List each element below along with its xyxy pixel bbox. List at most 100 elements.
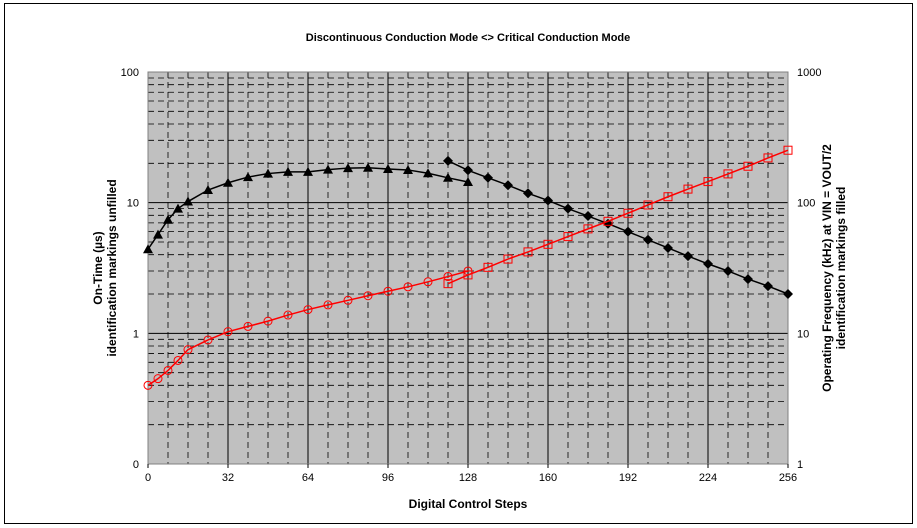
data-point-diamond bbox=[543, 195, 553, 206]
data-point-square bbox=[563, 232, 573, 242]
data-point-diamond bbox=[723, 265, 733, 276]
data-point-triangle bbox=[223, 177, 233, 187]
data-point-square bbox=[703, 177, 713, 187]
data-point-circle bbox=[263, 316, 273, 326]
series-line bbox=[447, 149, 789, 285]
data-point-triangle bbox=[143, 244, 153, 254]
data-point-triangle bbox=[383, 163, 393, 173]
series-line bbox=[147, 270, 469, 386]
data-point-triangle bbox=[463, 176, 473, 186]
x-tick-label: 96 bbox=[382, 472, 394, 484]
y-left-tick-label: 0 bbox=[133, 459, 139, 471]
data-point-diamond bbox=[583, 211, 593, 222]
data-point-triangle bbox=[403, 164, 413, 174]
data-point-circle bbox=[303, 305, 313, 315]
plot-area: 0 32 64 96 128 160 192 224 256 0 1 10 100 1 10 100 1000 bbox=[121, 67, 822, 484]
data-point-triangle bbox=[183, 196, 193, 206]
data-point-circle bbox=[153, 374, 163, 384]
y-right-tick-label: 100 bbox=[797, 198, 815, 210]
data-point-square bbox=[583, 224, 593, 234]
data-point-circle bbox=[363, 291, 373, 301]
data-point-circle bbox=[323, 300, 333, 310]
data-point-square bbox=[663, 192, 673, 202]
data-point-diamond bbox=[523, 188, 533, 199]
series-diamond-filled bbox=[443, 155, 793, 299]
data-point-circle bbox=[403, 282, 413, 292]
y-left-tick-label: 100 bbox=[121, 67, 139, 79]
data-point-diamond bbox=[763, 281, 773, 292]
data-point-diamond bbox=[603, 218, 613, 229]
data-point-triangle bbox=[153, 229, 163, 239]
data-point-circle bbox=[173, 355, 183, 365]
x-tick-label: 64 bbox=[302, 472, 314, 484]
x-tick-label: 32 bbox=[222, 472, 234, 484]
y-left-tick-label: 10 bbox=[127, 198, 139, 210]
data-point-circle bbox=[163, 365, 173, 375]
data-point-square bbox=[783, 145, 793, 155]
data-point-circle bbox=[223, 327, 233, 337]
data-point-square bbox=[683, 184, 693, 194]
data-point-diamond bbox=[743, 274, 753, 285]
data-point-circle bbox=[443, 272, 453, 282]
data-point-square bbox=[483, 262, 493, 272]
data-point-triangle bbox=[423, 168, 433, 178]
data-point-diamond bbox=[663, 242, 673, 253]
data-point-triangle bbox=[163, 214, 173, 224]
data-point-triangle bbox=[343, 163, 353, 173]
data-point-square bbox=[523, 247, 533, 257]
series-square-open bbox=[443, 145, 793, 289]
gridlines bbox=[148, 72, 788, 464]
series-triangle-filled bbox=[143, 162, 473, 254]
data-point-diamond bbox=[683, 251, 693, 262]
data-point-diamond bbox=[643, 234, 653, 245]
y-left-tick-label: 1 bbox=[133, 328, 139, 340]
chart-title: Discontinuous Conduction Mode <> Critica… bbox=[306, 32, 631, 44]
data-point-triangle bbox=[283, 166, 293, 176]
y-right-tick-label: 10 bbox=[797, 328, 809, 340]
data-point-triangle bbox=[243, 172, 253, 182]
data-point-square bbox=[643, 200, 653, 210]
data-point-triangle bbox=[323, 164, 333, 174]
data-point-triangle bbox=[263, 168, 273, 178]
y-axis-title-left-line1: On-Time (µs) bbox=[91, 231, 105, 304]
data-point-square bbox=[623, 208, 633, 218]
y-right-tick-label: 1000 bbox=[797, 67, 821, 79]
data-point-square bbox=[443, 279, 453, 289]
data-point-circle bbox=[283, 310, 293, 320]
y-axis-title-right-line2: identification markings filled bbox=[834, 187, 848, 350]
data-point-diamond bbox=[483, 172, 493, 183]
data-point-diamond bbox=[703, 258, 713, 269]
data-point-circle bbox=[383, 286, 393, 296]
x-tick-label: 224 bbox=[699, 472, 717, 484]
y-axis-title-right-line1: Operating Frequency (kHz) at VIN = VOUT/… bbox=[820, 144, 834, 392]
data-point-square bbox=[603, 216, 613, 226]
x-tick-label: 256 bbox=[779, 472, 797, 484]
y-axis-title-left-line2: identification markings unfilled bbox=[105, 179, 119, 356]
data-point-triangle bbox=[173, 203, 183, 213]
data-point-square bbox=[463, 270, 473, 280]
x-tick-label: 192 bbox=[619, 472, 637, 484]
data-point-diamond bbox=[783, 288, 793, 299]
x-tick-label: 160 bbox=[539, 472, 557, 484]
data-point-triangle bbox=[303, 166, 313, 176]
data-point-triangle bbox=[203, 185, 213, 195]
x-axis-title: Digital Control Steps bbox=[409, 497, 528, 511]
data-point-circle bbox=[143, 380, 153, 390]
data-point-circle bbox=[203, 335, 213, 345]
data-point-diamond bbox=[503, 180, 513, 191]
data-point-diamond bbox=[563, 203, 573, 214]
data-point-square bbox=[503, 254, 513, 264]
data-point-diamond bbox=[623, 226, 633, 237]
data-point-square bbox=[743, 161, 753, 171]
data-point-triangle bbox=[443, 172, 453, 182]
data-point-square bbox=[763, 153, 773, 163]
data-point-circle bbox=[343, 295, 353, 305]
data-point-circle bbox=[423, 277, 433, 287]
data-point-diamond bbox=[463, 165, 473, 176]
data-point-square bbox=[723, 169, 733, 179]
data-point-triangle bbox=[363, 162, 373, 172]
y-right-tick-label: 1 bbox=[797, 459, 803, 471]
data-point-circle bbox=[243, 321, 253, 331]
data-point-diamond bbox=[443, 155, 453, 166]
